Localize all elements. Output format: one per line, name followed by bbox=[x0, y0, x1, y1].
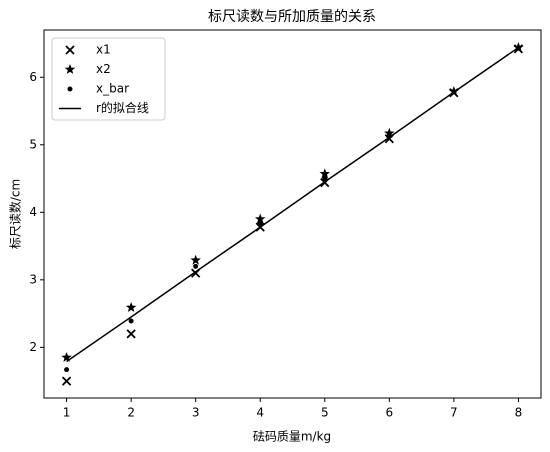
star-marker bbox=[190, 254, 201, 265]
dot-marker bbox=[257, 220, 263, 226]
y-tick-label: 5 bbox=[29, 137, 37, 151]
plot-frame bbox=[43, 29, 542, 399]
x-tick-label: 8 bbox=[515, 406, 523, 420]
legend-label: r的拟合线 bbox=[96, 100, 149, 115]
star-marker bbox=[255, 213, 266, 224]
x-tick-label: 5 bbox=[321, 406, 329, 420]
x-axis-label: 砝码质量m/kg bbox=[253, 429, 331, 444]
dot-marker bbox=[128, 318, 134, 324]
dot-marker bbox=[451, 89, 457, 95]
x-marker bbox=[191, 268, 201, 278]
x-marker bbox=[255, 222, 265, 232]
x-tick-label: 6 bbox=[385, 406, 393, 420]
legend-box bbox=[51, 37, 166, 121]
y-tick-label: 6 bbox=[29, 70, 37, 84]
star-marker bbox=[61, 351, 72, 362]
star-marker bbox=[125, 302, 137, 312]
dot-marker bbox=[386, 133, 392, 139]
star-marker bbox=[319, 168, 330, 179]
star-marker bbox=[64, 64, 76, 74]
chart-title: 标尺读数与所加质量的关系 bbox=[208, 8, 376, 25]
y-tick-label: 2 bbox=[29, 340, 37, 354]
dot-marker bbox=[193, 263, 199, 269]
y-tick-label: 3 bbox=[29, 272, 37, 286]
dot-marker bbox=[515, 45, 521, 51]
dot-marker bbox=[67, 86, 73, 92]
legend-label: x1 bbox=[96, 43, 111, 57]
x-tick-label: 2 bbox=[127, 406, 135, 420]
x-marker bbox=[61, 376, 72, 386]
dot-marker bbox=[322, 176, 328, 182]
dot-marker bbox=[64, 367, 70, 373]
star-marker bbox=[384, 127, 395, 138]
legend-label: x2 bbox=[96, 62, 111, 76]
fit-line bbox=[66, 46, 519, 363]
x-tick-label: 3 bbox=[192, 406, 200, 420]
y-axis-label: 标尺读数/cm bbox=[8, 179, 23, 249]
x-tick-label: 7 bbox=[450, 406, 458, 420]
x-marker bbox=[126, 329, 136, 339]
y-tick-label: 4 bbox=[29, 205, 37, 219]
legend-label: x_bar bbox=[96, 82, 129, 96]
x-marker bbox=[320, 177, 330, 188]
x-marker bbox=[65, 45, 75, 55]
x-tick-label: 1 bbox=[63, 406, 71, 420]
x-tick-label: 4 bbox=[256, 406, 264, 420]
